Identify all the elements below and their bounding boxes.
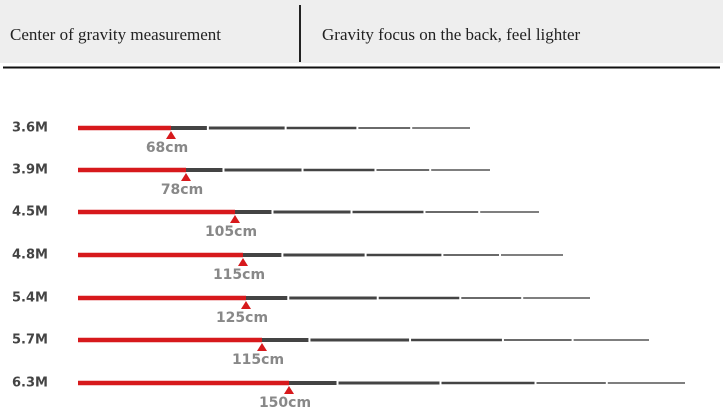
rod-length: 4.5M: [12, 205, 48, 220]
gravity-label: 115cm: [232, 352, 284, 368]
gravity-marker: [238, 258, 248, 266]
gravity-marker: [230, 215, 240, 223]
gravity-marker: [257, 343, 267, 351]
gravity-label: 78cm: [161, 182, 203, 198]
gravity-label: 150cm: [259, 395, 311, 411]
header-left: Center of gravity measurement: [10, 25, 221, 44]
rod-length: 4.8M: [12, 248, 48, 263]
rod-length: 6.3M: [12, 376, 48, 391]
gravity-label: 125cm: [216, 310, 268, 326]
gravity-label: 105cm: [205, 224, 257, 240]
gravity-marker: [241, 301, 251, 309]
gravity-marker: [166, 131, 176, 139]
rod-length: 5.4M: [12, 291, 48, 306]
gravity-marker: [181, 173, 191, 181]
gravity-label: 68cm: [146, 140, 188, 156]
gravity-label: 115cm: [213, 267, 265, 283]
rod-length: 3.9M: [12, 163, 48, 178]
rod-length: 3.6M: [12, 121, 48, 136]
gravity-marker: [284, 386, 294, 394]
header-band: [0, 0, 723, 63]
rod-length: 5.7M: [12, 333, 48, 348]
header-right: Gravity focus on the back, feel lighter: [322, 25, 581, 44]
